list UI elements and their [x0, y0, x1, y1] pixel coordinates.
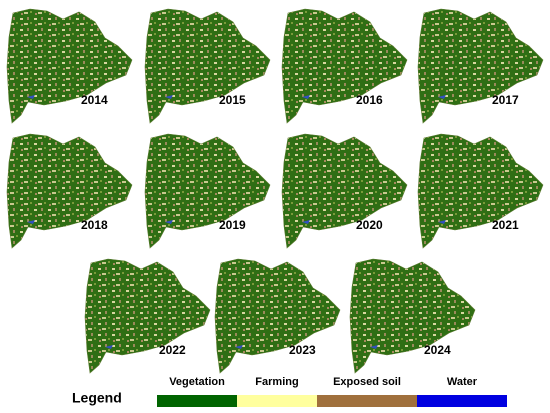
year-label: 2024 — [424, 343, 451, 357]
legend-swatch — [317, 395, 417, 407]
year-label: 2015 — [219, 93, 246, 107]
year-label: 2014 — [81, 93, 108, 107]
map-panel — [6, 8, 133, 124]
map-panel — [214, 258, 341, 374]
map-panel — [281, 133, 408, 249]
legend-label: Farming — [255, 376, 298, 388]
legend-label: Vegetation — [169, 376, 225, 388]
year-label: 2023 — [289, 343, 316, 357]
year-label: 2020 — [356, 218, 383, 232]
map-panel — [6, 133, 133, 249]
map-panel — [144, 8, 271, 124]
map-panel — [281, 8, 408, 124]
map-panel — [349, 258, 476, 374]
legend-label: Exposed soil — [333, 376, 401, 388]
year-label: 2018 — [81, 218, 108, 232]
legend-swatch — [417, 395, 507, 407]
map-panel — [417, 8, 544, 124]
legend-label: Water — [447, 376, 478, 388]
map-panel — [84, 258, 211, 374]
year-label: 2021 — [492, 218, 519, 232]
year-label: 2022 — [159, 343, 186, 357]
year-label: 2016 — [356, 93, 383, 107]
year-label: 2019 — [219, 218, 246, 232]
legend-swatch — [237, 395, 317, 407]
legend-title: Legend — [72, 390, 122, 406]
map-panel — [417, 133, 544, 249]
map-panel — [144, 133, 271, 249]
legend-swatch — [157, 395, 237, 407]
year-label: 2017 — [492, 93, 519, 107]
